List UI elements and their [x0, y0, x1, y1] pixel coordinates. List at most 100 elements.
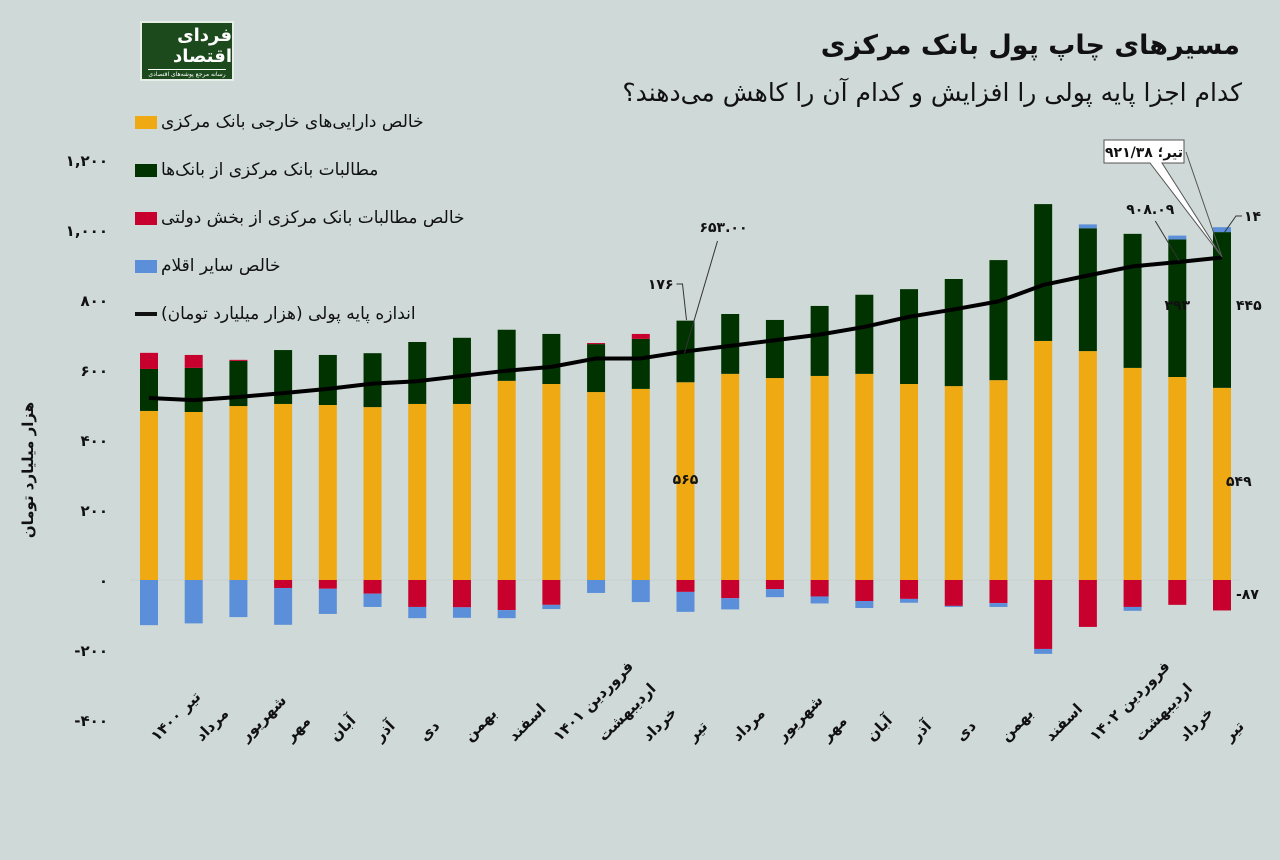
- bar-gov-claims: [944, 580, 963, 606]
- y-tick-label: ۲۰۰: [81, 502, 108, 520]
- bar-gov-claims: [1168, 580, 1187, 605]
- bar-bank-claims: [587, 344, 606, 393]
- x-tick-label: دی: [415, 717, 443, 745]
- y-tick-label: ۱,۰۰۰: [66, 222, 108, 240]
- legend-label: مطالبات بانک مرکزی از بانک‌ها: [161, 160, 379, 180]
- bar-gov-claims: [810, 580, 829, 597]
- data-label-monetary-base: ۹۰۸.۰۹: [1126, 202, 1174, 218]
- bar-foreign-assets: [229, 406, 248, 580]
- bar-foreign-assets: [542, 384, 561, 580]
- bar-gov-claims: [497, 580, 516, 611]
- monetary-base-line: [148, 255, 1223, 403]
- y-tick-label: ۴۰۰: [81, 432, 108, 450]
- bar-foreign-assets: [1123, 367, 1142, 580]
- legend-swatch: [135, 211, 157, 225]
- legend-item-bank-claims: مطالبات بانک مرکزی از بانک‌ها: [135, 146, 465, 194]
- bar-bank-claims: [497, 329, 516, 381]
- data-label-bank-claims: ۴۴۵: [1236, 298, 1262, 314]
- legend-item-monetary-base: اندازه پایه پولی (هزار میلیارد تومان): [135, 290, 465, 338]
- data-label-gov-claims: -۸۷: [1236, 587, 1259, 603]
- bar-foreign-assets: [1168, 377, 1187, 580]
- data-label-bank-claims: ۱۷۶: [648, 277, 674, 293]
- y-tick-label: ۸۰۰: [81, 292, 108, 310]
- bar-gov-claims: [855, 580, 874, 601]
- legend-item-gov-claims: خالص مطالبات بانک مرکزی از بخش دولتی: [135, 194, 465, 242]
- bar-gov-claims: [631, 333, 650, 339]
- x-tick-label: شهریور: [236, 691, 290, 745]
- x-tick-label: مهر: [817, 712, 851, 746]
- bar-bank-claims: [1034, 204, 1053, 341]
- bar-gov-claims: [452, 580, 471, 608]
- bar-bank-claims: [452, 337, 471, 404]
- logo: فردای اقتصاد رسانه مرجع پوشه‌های اقتصادی: [140, 21, 234, 81]
- bar-gov-claims: [765, 580, 784, 590]
- callout-box: [1103, 139, 1223, 258]
- bar-foreign-assets: [587, 392, 606, 580]
- bar-gov-claims: [408, 580, 427, 607]
- bar-bank-claims: [1213, 232, 1231, 388]
- bar-foreign-assets: [184, 412, 203, 580]
- bar-bank-claims: [810, 305, 829, 376]
- x-tick-label: آبان: [326, 711, 360, 745]
- logo-subtext: رسانه مرجع پوشه‌های اقتصادی: [148, 68, 226, 78]
- callout-label-monetary-base: تیر؛ ۹۲۱/۳۸: [1105, 145, 1183, 161]
- bar-foreign-assets: [363, 407, 382, 580]
- bar-foreign-assets: [765, 378, 784, 580]
- bar-bank-claims: [631, 338, 650, 389]
- bar-bank-claims: [855, 294, 874, 374]
- bar-foreign-assets: [1078, 351, 1097, 580]
- bar-foreign-assets: [944, 386, 963, 580]
- y-tick-label: ۰: [99, 572, 108, 590]
- x-tick-label: دی: [952, 717, 980, 745]
- bar-foreign-assets: [900, 384, 919, 580]
- bar-foreign-assets: [810, 375, 829, 580]
- x-tick-label: اسفند: [1041, 700, 1086, 745]
- bar-bank-claims: [1168, 239, 1187, 377]
- bar-other-items: [1168, 235, 1187, 240]
- bar-gov-claims: [184, 354, 203, 368]
- x-tick-label: خرداد: [1175, 703, 1216, 744]
- bar-bank-claims: [765, 319, 784, 379]
- bar-other-items: [676, 591, 695, 612]
- bar-bank-claims: [274, 350, 293, 404]
- bar-other-items: [1213, 227, 1231, 233]
- leader-line: [1223, 215, 1242, 234]
- logo-text: فردای اقتصاد: [172, 24, 232, 67]
- bar-foreign-assets: [274, 403, 293, 580]
- bar-gov-claims: [587, 343, 606, 345]
- bar-bank-claims: [1123, 233, 1142, 368]
- bar-other-items: [497, 610, 516, 619]
- y-tick-label: -۴۰۰: [74, 712, 108, 730]
- bar-other-items: [810, 596, 829, 604]
- legend-label: اندازه پایه پولی (هزار میلیارد تومان): [161, 304, 416, 324]
- bar-other-items: [631, 580, 650, 603]
- bar-other-items: [989, 603, 1008, 607]
- bar-other-items: [1078, 224, 1097, 229]
- bar-foreign-assets: [855, 373, 874, 580]
- bar-bank-claims: [408, 342, 427, 404]
- bar-other-items: [721, 598, 740, 610]
- bar-gov-claims: [140, 352, 158, 369]
- bar-other-items: [229, 580, 248, 618]
- legend-label: خالص سایر اقلام: [161, 256, 281, 276]
- bar-foreign-assets: [1213, 387, 1231, 580]
- bar-gov-claims: [900, 580, 919, 599]
- legend-swatch: [135, 163, 157, 177]
- bar-foreign-assets: [452, 403, 471, 580]
- chart-subtitle: کدام اجزا پایه پولی را افزایش و کدام آن …: [622, 78, 1242, 107]
- bar-bank-claims: [318, 354, 337, 405]
- bar-bank-claims: [1078, 228, 1097, 352]
- x-tick-label: اسفند: [505, 700, 550, 745]
- x-tick-label: آبان: [862, 711, 896, 745]
- bar-gov-claims: [542, 580, 561, 605]
- x-tick-label: آذر: [370, 716, 399, 745]
- bar-gov-claims: [721, 580, 740, 599]
- bar-bank-claims: [184, 367, 203, 412]
- x-tick-label: مرداد: [192, 704, 232, 744]
- data-label-bank-claims: ۳۹۳: [1164, 298, 1190, 314]
- bar-foreign-assets: [497, 380, 516, 580]
- bar-bank-claims: [140, 368, 158, 411]
- legend-swatch: [135, 259, 157, 273]
- legend-label: خالص دارایی‌های خارجی بانک مرکزی: [161, 112, 424, 132]
- data-label-monetary-base: ۶۵۳.۰۰: [699, 220, 747, 236]
